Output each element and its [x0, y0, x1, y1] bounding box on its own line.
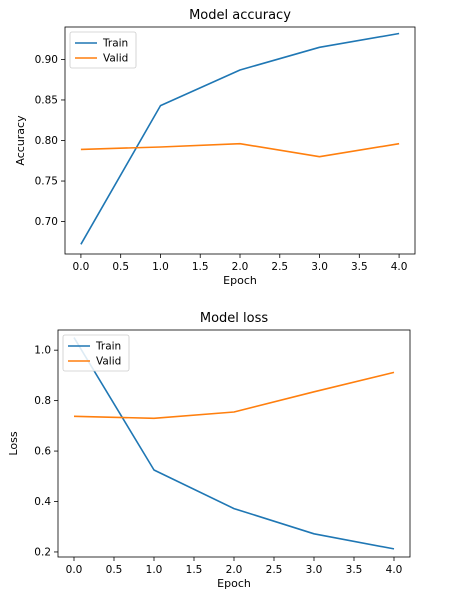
x-tick-label: 1.5: [186, 564, 203, 576]
legend-box: [69, 31, 137, 69]
x-tick-label: 2.0: [232, 261, 249, 273]
y-tick-label: 0.2: [34, 546, 51, 558]
x-tick-label: 2.5: [271, 261, 288, 273]
series-line-valid: [80, 142, 400, 158]
series-line-train: [80, 32, 400, 245]
y-tick-label: 0.8: [34, 395, 51, 407]
x-tick-label: 3.5: [351, 261, 368, 273]
legend-label-train: Train: [95, 341, 121, 353]
series-line-train: [73, 337, 395, 550]
x-tick-label: 2.5: [266, 564, 283, 576]
x-tick-label: 1.0: [152, 261, 169, 273]
subplot-2: Model loss 0.0 0.5 1.0 1.5 2.0 2.5 3.0 3.5 4.0 0.2…: [7, 311, 411, 590]
legend-box: [62, 334, 130, 372]
y-axis-label: Loss: [7, 431, 20, 455]
x-tick-label: 0.5: [106, 564, 123, 576]
x-tick-label: 2.0: [226, 564, 243, 576]
y-tick-label: 0.90: [35, 54, 58, 66]
x-tick-label: 1.5: [192, 261, 209, 273]
y-tick-label: 0.80: [35, 135, 58, 147]
y-tick-label: 1.0: [34, 345, 51, 357]
x-tick-label: 0.0: [73, 261, 90, 273]
legend-label-train: Train: [102, 38, 128, 50]
x-axis-label: Epoch: [217, 577, 251, 590]
y-tick-label: 0.85: [35, 94, 58, 106]
subplot-1: Model accuracy 0.0 0.5 1.0 1.5 2.0 2.5 3.0 3.5 4.…: [14, 8, 416, 287]
x-tick-label: 1.0: [146, 564, 163, 576]
x-tick-label: 3.0: [311, 261, 328, 273]
x-axis-label: Epoch: [223, 274, 257, 287]
y-tick-label: 0.6: [34, 446, 51, 458]
x-tick-label: 0.5: [112, 261, 129, 273]
y-axis-label: Accuracy: [14, 115, 27, 166]
legend-label-valid: Valid: [103, 53, 128, 65]
x-tick-label: 0.0: [66, 564, 83, 576]
y-tick-label: 0.75: [35, 176, 58, 188]
x-tick-label: 4.0: [386, 564, 403, 576]
chart-title: Model accuracy: [189, 8, 291, 23]
x-tick-label: 3.5: [346, 564, 363, 576]
chart-title: Model loss: [200, 311, 269, 326]
legend-label-valid: Valid: [96, 356, 121, 368]
y-tick-label: 0.70: [35, 216, 58, 228]
y-tick-label: 0.4: [34, 496, 51, 508]
x-tick-label: 4.0: [391, 261, 408, 273]
series-line-valid: [73, 371, 395, 420]
x-tick-label: 3.0: [306, 564, 323, 576]
